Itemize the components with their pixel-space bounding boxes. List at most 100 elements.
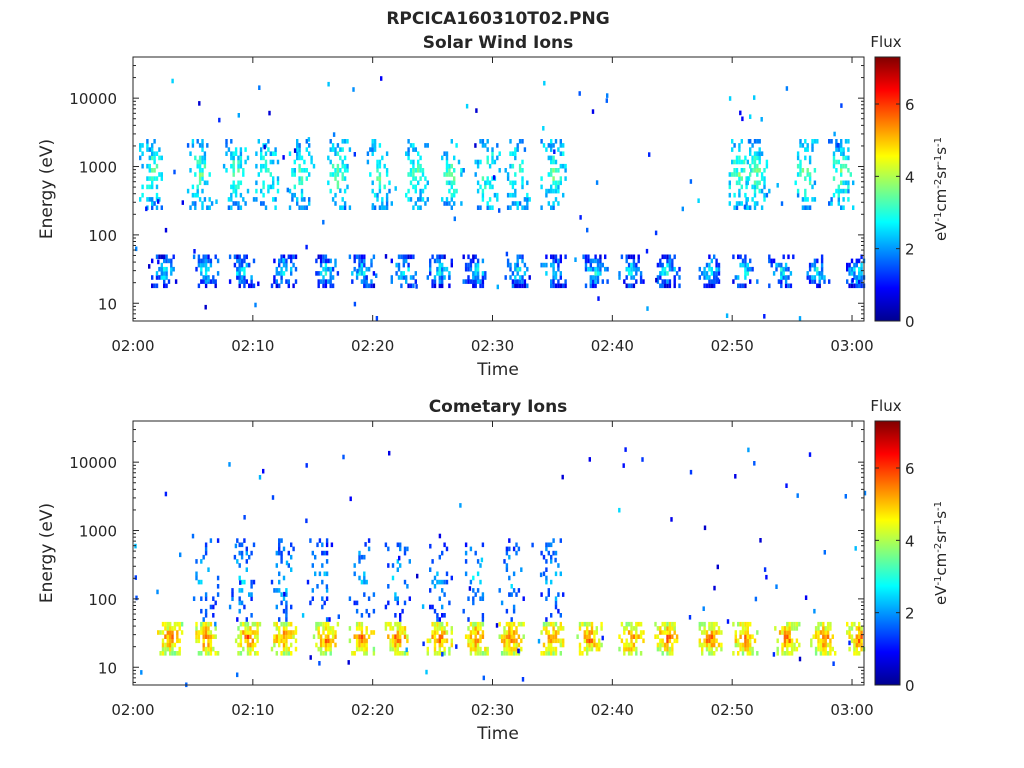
spectrogram-cell <box>363 634 366 639</box>
spectrogram-cell <box>360 266 364 272</box>
spectrogram-cell <box>467 596 470 601</box>
spectrogram-cell <box>212 613 215 618</box>
spectrogram-cell <box>760 188 764 194</box>
spectrogram-cell <box>351 651 354 656</box>
spectrogram-cell <box>421 168 425 173</box>
spectrogram-cell <box>209 621 213 627</box>
spectrogram-cell <box>308 172 311 177</box>
spectrogram-cell <box>784 266 788 272</box>
spectrogram-cell <box>735 155 739 161</box>
spectrogram-cell <box>371 139 374 144</box>
spectrogram-cell <box>161 651 165 656</box>
spectrogram-cell <box>396 638 399 644</box>
spectrogram-cell <box>365 279 368 284</box>
spectrogram-cell <box>355 621 359 627</box>
spectrogram-cell <box>315 258 318 264</box>
spectrogram-cell <box>858 271 861 276</box>
spectrogram-cell <box>514 201 517 206</box>
spectrogram-cell <box>518 163 522 169</box>
spectrogram-cell <box>579 215 582 220</box>
spectrogram-cell <box>296 197 299 202</box>
spectrogram-cell <box>786 634 789 639</box>
spectrogram-cell <box>659 262 662 268</box>
spectrogram-cell <box>257 281 260 287</box>
spectrogram-cell <box>293 184 296 190</box>
spectrogram-cell <box>668 283 672 289</box>
spectrogram-cell <box>648 152 651 157</box>
spectrogram-cell <box>673 638 676 644</box>
spectrogram-cell <box>394 621 397 627</box>
spectrogram-cell <box>249 630 252 635</box>
spectrogram-cell <box>554 275 558 280</box>
spectrogram-cell <box>353 634 356 639</box>
spectrogram-cell <box>850 621 854 627</box>
spectrogram-cell <box>256 638 259 644</box>
spectrogram-cell <box>450 638 453 644</box>
spectrogram-cell <box>151 258 154 264</box>
spectrogram-cell <box>467 634 470 639</box>
spectrogram-cell <box>239 147 243 152</box>
spectrogram-cell <box>378 184 382 190</box>
spectrogram-cell <box>469 546 473 552</box>
spectrogram-cell <box>738 159 741 165</box>
spectrogram-cell <box>296 139 299 144</box>
spectrogram-cell <box>753 205 757 210</box>
spectrogram-cell <box>840 163 843 169</box>
spectrogram-cell <box>799 159 802 165</box>
spectrogram-cell <box>835 159 838 165</box>
spectrogram-cell <box>232 163 235 169</box>
spectrogram-cell <box>288 205 292 210</box>
spectrogram-cell <box>285 617 288 622</box>
spectrogram-cell <box>356 268 359 274</box>
spectrogram-cell <box>353 563 356 568</box>
spectrogram-cell <box>202 617 205 622</box>
spectrogram-cell <box>298 168 301 173</box>
spectrogram-cell <box>348 638 352 644</box>
spectrogram-cell <box>285 638 288 644</box>
spectrogram-cell <box>239 630 243 635</box>
spectrogram-cell <box>242 621 245 627</box>
spectrogram-cell <box>287 254 290 260</box>
spectrogram-cell <box>396 646 399 652</box>
spectrogram-cell <box>733 143 736 148</box>
spectrogram-cell <box>214 651 217 656</box>
spectrogram-cell <box>236 271 239 276</box>
spectrogram-cell <box>495 623 499 628</box>
spectrogram-cell <box>399 621 402 627</box>
spectrogram-cell <box>668 262 672 268</box>
spectrogram-cell <box>753 461 756 466</box>
spectrogram-cell <box>324 638 328 644</box>
spectrogram-cell <box>328 617 331 622</box>
spectrogram-cell <box>195 575 198 581</box>
spectrogram-cell <box>396 600 399 606</box>
spectrogram-cell <box>441 630 444 635</box>
spectrogram-cell <box>204 651 208 656</box>
spectrogram-cell <box>852 180 855 186</box>
spectrogram-cell <box>521 283 524 289</box>
spectrogram-cell <box>260 188 263 194</box>
spectrogram-cell <box>339 188 342 193</box>
spectrogram-cell <box>245 617 248 622</box>
spectrogram-cell <box>417 168 420 173</box>
spectrogram-cell <box>450 258 453 264</box>
spectrogram-cell <box>777 262 781 268</box>
spectrogram-cell <box>855 651 858 656</box>
spectrogram-cell <box>708 634 711 639</box>
spectrogram-cell <box>378 180 382 186</box>
spectrogram-cell <box>508 554 511 560</box>
spectrogram-cell <box>337 614 340 619</box>
spectrogram-cell <box>776 638 779 644</box>
spectrogram-cell <box>806 205 809 210</box>
spectrogram-cell <box>201 172 204 177</box>
spectrogram-cell <box>488 180 492 186</box>
spectrogram-cell <box>512 571 516 577</box>
spectrogram-cell <box>780 275 783 280</box>
spectrogram-cell <box>155 254 159 260</box>
spectrogram-cell <box>557 279 560 284</box>
spectrogram-cell <box>808 279 812 284</box>
spectrogram-cell <box>518 168 522 173</box>
spectrogram-cell <box>523 197 527 202</box>
spectrogram-cell <box>511 283 515 289</box>
spectrogram-cell <box>282 271 286 276</box>
spectrogram-cell <box>701 642 704 648</box>
